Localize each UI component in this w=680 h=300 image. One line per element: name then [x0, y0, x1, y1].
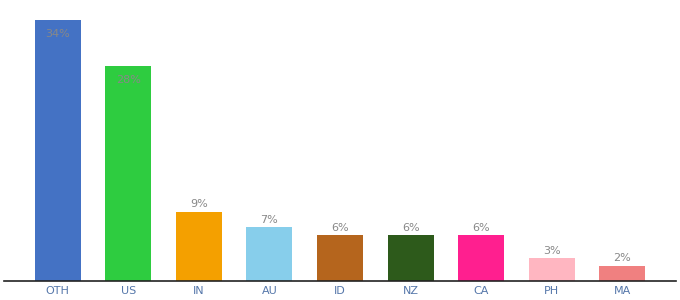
Bar — [388, 235, 434, 281]
Bar — [529, 258, 575, 281]
Text: 28%: 28% — [116, 75, 141, 85]
Text: 34%: 34% — [46, 29, 70, 39]
Text: 6%: 6% — [402, 223, 420, 232]
Text: 6%: 6% — [473, 223, 490, 232]
Bar — [176, 212, 222, 281]
Bar — [105, 66, 151, 281]
Text: 2%: 2% — [613, 253, 631, 263]
Text: 9%: 9% — [190, 200, 207, 209]
Bar — [317, 235, 363, 281]
Bar — [35, 20, 81, 281]
Bar — [246, 227, 292, 281]
Bar — [599, 266, 645, 281]
Bar — [458, 235, 504, 281]
Text: 6%: 6% — [331, 223, 349, 232]
Text: 7%: 7% — [260, 215, 278, 225]
Text: 3%: 3% — [543, 246, 560, 256]
